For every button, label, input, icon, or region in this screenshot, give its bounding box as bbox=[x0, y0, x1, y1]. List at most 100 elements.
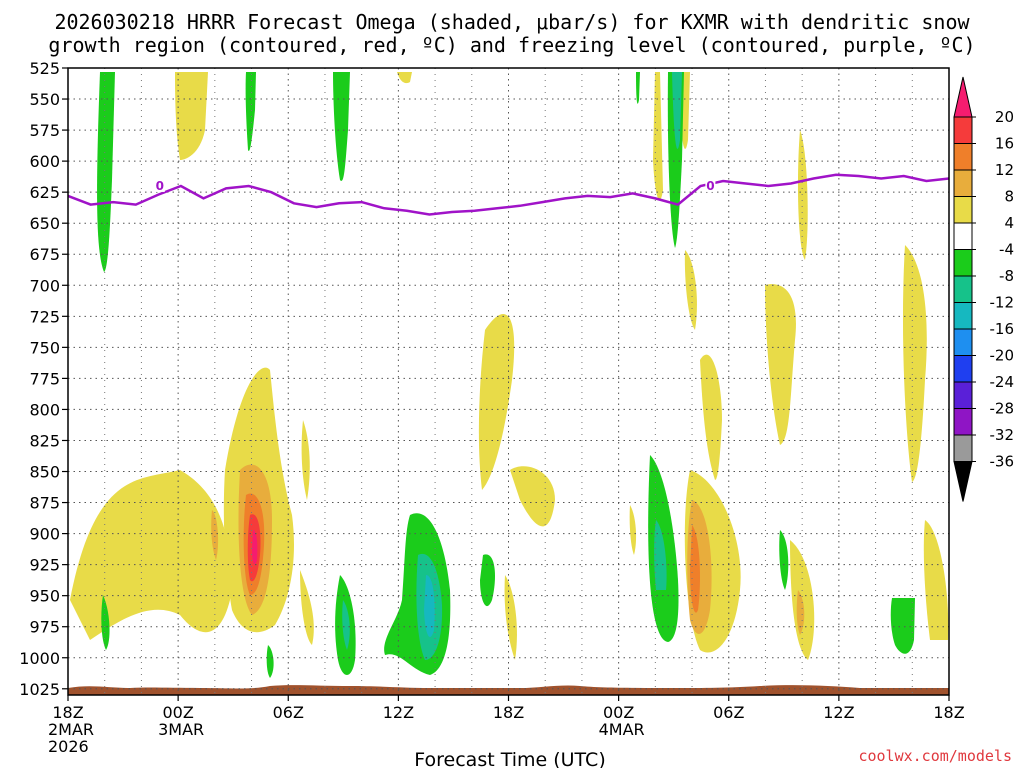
colorbar-label: -36 bbox=[990, 453, 1015, 471]
colorbar-bin bbox=[953, 302, 973, 330]
y-tick-label: 875 bbox=[29, 494, 60, 513]
y-tick-label: 950 bbox=[29, 587, 60, 606]
freezing-label-background bbox=[705, 177, 716, 192]
y-tick-label: 1025 bbox=[19, 680, 60, 699]
colorbar-label: -8 bbox=[999, 267, 1014, 285]
omega-sinking-region bbox=[890, 598, 915, 654]
colorbar-arrow-bottom bbox=[953, 461, 973, 502]
omega-sinking-region bbox=[266, 645, 274, 678]
x-tick-label: 06Z bbox=[713, 703, 744, 722]
omega-rising-moderate-region bbox=[796, 590, 805, 635]
freezing-level-contour bbox=[67, 173, 950, 216]
colorbar-bin bbox=[953, 381, 973, 409]
omega-rising-region bbox=[797, 130, 808, 260]
omega-rising-region bbox=[923, 520, 949, 640]
omega-rising-region bbox=[902, 245, 927, 482]
y-tick-label: 1000 bbox=[19, 649, 60, 668]
x-tick-date-label: 2026 bbox=[48, 737, 89, 756]
y-tick-label: 700 bbox=[29, 276, 60, 295]
omega-sinking-region bbox=[101, 595, 110, 650]
colorbar-label: -28 bbox=[990, 400, 1015, 418]
x-tick-label: 00Z bbox=[603, 703, 634, 722]
title-line-2: growth region (contoured, red, ºC) and f… bbox=[48, 33, 975, 57]
colorbar-bin bbox=[953, 275, 973, 303]
y-tick-label: 600 bbox=[29, 152, 60, 171]
x-tick-label: 12Z bbox=[823, 703, 854, 722]
omega-rising-region bbox=[397, 72, 412, 84]
y-tick-label: 650 bbox=[29, 214, 60, 233]
colorbar-bin bbox=[953, 116, 973, 144]
omega-rising-extreme-region bbox=[252, 530, 258, 565]
omega-shading-layer bbox=[70, 72, 949, 678]
x-tick-label: 18Z bbox=[933, 703, 964, 722]
omega-sinking-region bbox=[97, 72, 115, 272]
colorbar-label: 4 bbox=[1004, 214, 1014, 232]
colorbar-bin bbox=[953, 408, 973, 436]
y-tick-label: 750 bbox=[29, 338, 60, 357]
omega-sinking-region bbox=[636, 72, 640, 104]
omega-rising-region bbox=[70, 470, 231, 640]
colorbar-label: -12 bbox=[990, 294, 1015, 312]
y-tick-label: 925 bbox=[29, 556, 60, 575]
freezing-label-background bbox=[154, 177, 165, 192]
omega-rising-region bbox=[301, 420, 310, 500]
x-tick-label: 00Z bbox=[162, 703, 193, 722]
omega-rising-region bbox=[629, 505, 637, 555]
omega-rising-region bbox=[504, 575, 517, 660]
colorbar-arrow-top bbox=[953, 76, 973, 118]
colorbar-bin bbox=[953, 143, 973, 171]
omega-sinking-moderate-region bbox=[654, 520, 667, 590]
x-tick-date-label: 4MAR bbox=[599, 720, 645, 739]
omega-rising-moderate-region bbox=[211, 510, 219, 560]
colorbar-label: 8 bbox=[1004, 188, 1014, 206]
omega-sinking-region bbox=[480, 554, 495, 607]
title-line-1: 2026030218 HRRR Forecast Omega (shaded, … bbox=[54, 10, 970, 34]
y-tick-label: 850 bbox=[29, 463, 60, 482]
site-credit: coolwx.com/models bbox=[858, 747, 1012, 765]
y-tick-label: 525 bbox=[29, 59, 60, 78]
y-tick-label: 900 bbox=[29, 525, 60, 544]
x-tick-label: 12Z bbox=[383, 703, 414, 722]
y-axis-pressure: 525 550 575 600 625 650 675 700 725 750 775 800 825 8… bbox=[19, 59, 68, 699]
colorbar-label: 12 bbox=[995, 161, 1014, 179]
omega-rising-region bbox=[700, 354, 722, 480]
y-tick-label: 625 bbox=[29, 183, 60, 202]
x-tick-date-label: 3MAR bbox=[158, 720, 204, 739]
omega-rising-region bbox=[478, 314, 515, 490]
x-tick-label: 18Z bbox=[493, 703, 524, 722]
freezing-level-label: 0 bbox=[706, 179, 714, 193]
colorbar-label: -24 bbox=[990, 373, 1015, 391]
colorbar-bin bbox=[953, 434, 973, 462]
y-tick-label: 725 bbox=[29, 307, 60, 326]
colorbar-bin bbox=[953, 196, 973, 224]
y-tick-label: 775 bbox=[29, 369, 60, 388]
colorbar-bin bbox=[953, 249, 973, 277]
colorbar-bin bbox=[953, 328, 973, 356]
colorbar-label: -4 bbox=[999, 241, 1014, 259]
x-tick-date-label: 2MAR bbox=[48, 720, 94, 739]
y-tick-label: 800 bbox=[29, 400, 60, 419]
y-tick-label: 975 bbox=[29, 618, 60, 637]
omega-sinking-region bbox=[333, 72, 350, 181]
y-tick-label: 675 bbox=[29, 245, 60, 264]
freezing-level-label: 0 bbox=[156, 179, 164, 193]
colorbar-label: 16 bbox=[995, 135, 1014, 153]
x-tick-label: 18Z bbox=[52, 703, 83, 722]
x-axis-title: Forecast Time (UTC) bbox=[414, 749, 605, 768]
colorbar-bin bbox=[953, 355, 973, 383]
y-tick-label: 825 bbox=[29, 431, 60, 450]
omega-sinking-region bbox=[779, 530, 789, 590]
y-tick-label: 575 bbox=[29, 121, 60, 140]
colorbar-label: -20 bbox=[990, 347, 1015, 365]
y-tick-label: 550 bbox=[29, 90, 60, 109]
omega-colorbar: 20 16 12 8 4 -4 -8 -12 -16 -20 -24 -28 -32 -36 bbox=[953, 76, 1015, 502]
colorbar-bin bbox=[953, 222, 973, 250]
colorbar-label: 20 bbox=[995, 108, 1014, 126]
omega-rising-region bbox=[765, 284, 796, 445]
omega-rising-region bbox=[175, 72, 208, 160]
x-tick-label: 06Z bbox=[273, 703, 304, 722]
